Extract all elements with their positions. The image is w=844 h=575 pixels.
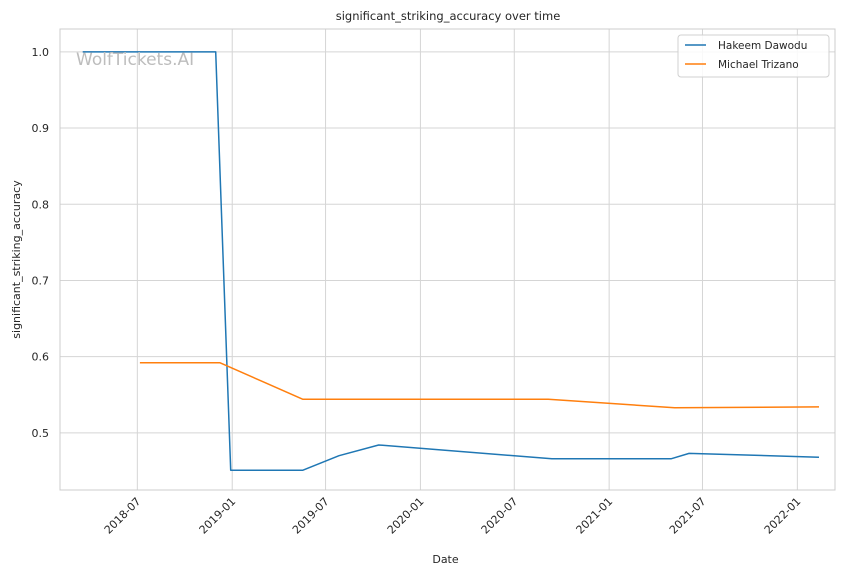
legend-box [677, 34, 830, 78]
x-tick-label: 2019-07 [290, 495, 332, 537]
x-axis-tick-labels: 2018-07 2019-01 2019-07 2020-01 2020-07 2021-… [102, 495, 804, 537]
y-tick-label: 0.6 [32, 351, 50, 364]
x-tick-label: 2019-01 [197, 495, 239, 537]
grid-lines [60, 29, 835, 490]
y-tick-label: 1.0 [32, 46, 50, 59]
legend: Hakeem Dawodu Michael Trizano [677, 34, 830, 78]
y-tick-label: 0.7 [32, 274, 50, 287]
x-tick-label: 2020-07 [479, 495, 521, 537]
x-tick-label: 2021-07 [667, 495, 709, 537]
y-tick-label: 0.8 [32, 198, 50, 211]
chart-title: significant_striking_accuracy over time [336, 9, 561, 23]
y-axis-tick-labels: 0.5 0.6 0.7 0.8 0.9 1.0 [32, 46, 50, 440]
y-tick-label: 0.5 [32, 427, 50, 440]
legend-label: Michael Trizano [718, 59, 799, 71]
x-tick-label: 2022-01 [762, 495, 804, 537]
y-axis-title: significant_striking_accuracy [10, 180, 23, 339]
legend-label: Hakeem Dawodu [718, 40, 807, 52]
x-tick-label: 2020-01 [385, 495, 427, 537]
x-tick-label: 2021-01 [574, 495, 616, 537]
x-axis-title: Date [432, 553, 459, 566]
series-lines [82, 51, 820, 471]
watermark-text: WolfTickets.AI [76, 50, 194, 70]
x-tick-label: 2018-07 [102, 495, 144, 537]
y-tick-label: 0.9 [32, 122, 50, 135]
plot-area-frame [59, 28, 836, 491]
series-line-michael-trizano [139, 361, 820, 409]
series-line-hakeem-dawodu [82, 51, 820, 471]
